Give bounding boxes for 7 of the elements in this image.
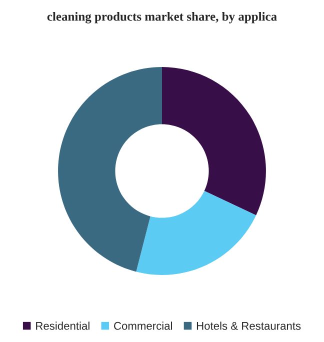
donut-slice xyxy=(136,190,256,275)
legend-label: Hotels & Restaurants xyxy=(196,322,301,330)
donut-slice xyxy=(162,67,266,216)
legend-label: Commercial xyxy=(114,322,172,330)
donut-slice xyxy=(58,67,162,272)
legend-label: Residential xyxy=(36,322,90,330)
chart-title: cleaning products market share, by applica xyxy=(47,12,277,24)
